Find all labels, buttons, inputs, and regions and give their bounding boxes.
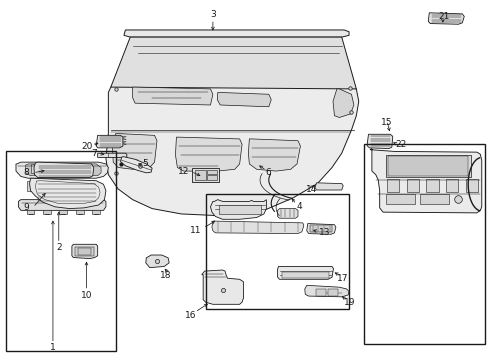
Text: 9: 9	[24, 203, 29, 212]
FancyBboxPatch shape	[465, 179, 477, 192]
Polygon shape	[30, 178, 106, 208]
FancyBboxPatch shape	[426, 179, 438, 192]
Polygon shape	[122, 144, 126, 145]
Polygon shape	[210, 200, 266, 219]
Text: 8: 8	[24, 168, 29, 177]
Polygon shape	[30, 164, 36, 173]
Text: 17: 17	[337, 274, 348, 283]
Polygon shape	[122, 136, 126, 138]
FancyBboxPatch shape	[385, 155, 469, 177]
Polygon shape	[27, 181, 32, 192]
Text: 12: 12	[178, 167, 189, 176]
Polygon shape	[132, 87, 212, 105]
Polygon shape	[277, 208, 297, 218]
Polygon shape	[43, 210, 51, 214]
Text: 18: 18	[159, 271, 171, 280]
FancyBboxPatch shape	[192, 168, 219, 182]
Polygon shape	[201, 270, 243, 304]
Polygon shape	[92, 210, 100, 214]
Text: 5: 5	[142, 159, 147, 168]
Text: 11: 11	[190, 225, 201, 234]
Polygon shape	[304, 285, 348, 297]
Text: 14: 14	[305, 185, 317, 194]
Text: 13: 13	[318, 228, 330, 237]
Text: 22: 22	[395, 140, 406, 149]
FancyBboxPatch shape	[406, 179, 418, 192]
Text: 16: 16	[185, 311, 196, 320]
FancyBboxPatch shape	[387, 157, 467, 176]
FancyBboxPatch shape	[75, 247, 94, 256]
Polygon shape	[327, 289, 337, 296]
FancyBboxPatch shape	[385, 194, 414, 204]
Polygon shape	[120, 157, 152, 173]
Polygon shape	[123, 30, 348, 37]
Polygon shape	[248, 139, 300, 171]
Polygon shape	[145, 255, 169, 267]
Polygon shape	[112, 134, 157, 169]
Text: 19: 19	[343, 298, 355, 307]
Polygon shape	[306, 224, 335, 234]
FancyBboxPatch shape	[309, 225, 331, 232]
Polygon shape	[314, 183, 343, 190]
FancyBboxPatch shape	[419, 194, 448, 204]
FancyBboxPatch shape	[386, 179, 398, 192]
Polygon shape	[76, 210, 83, 214]
Polygon shape	[122, 139, 126, 140]
Polygon shape	[34, 162, 94, 177]
FancyBboxPatch shape	[78, 248, 91, 255]
Text: 2: 2	[56, 243, 61, 252]
Polygon shape	[106, 85, 358, 216]
FancyBboxPatch shape	[206, 175, 216, 180]
Polygon shape	[175, 137, 242, 171]
Polygon shape	[427, 13, 463, 24]
FancyBboxPatch shape	[206, 170, 216, 174]
Text: 3: 3	[209, 10, 215, 19]
Polygon shape	[72, 244, 98, 258]
Text: 6: 6	[264, 168, 270, 177]
Polygon shape	[98, 153, 126, 157]
Polygon shape	[277, 266, 333, 279]
FancyBboxPatch shape	[195, 170, 205, 180]
Polygon shape	[19, 200, 106, 210]
Polygon shape	[332, 89, 353, 117]
FancyBboxPatch shape	[219, 205, 260, 214]
Text: 20: 20	[81, 141, 93, 150]
Text: 10: 10	[81, 291, 92, 300]
Text: 4: 4	[296, 202, 302, 211]
Polygon shape	[26, 164, 101, 176]
Text: 1: 1	[50, 343, 56, 352]
Text: 21: 21	[437, 12, 448, 21]
Polygon shape	[16, 162, 108, 178]
Text: 7: 7	[91, 149, 97, 158]
Polygon shape	[27, 210, 34, 214]
FancyBboxPatch shape	[445, 179, 457, 192]
Polygon shape	[366, 134, 392, 149]
Polygon shape	[211, 221, 303, 234]
Polygon shape	[96, 135, 122, 148]
Polygon shape	[111, 37, 356, 89]
Text: 15: 15	[381, 118, 392, 127]
FancyBboxPatch shape	[282, 272, 328, 278]
Polygon shape	[122, 141, 126, 143]
Polygon shape	[60, 210, 67, 214]
Polygon shape	[217, 93, 271, 107]
Polygon shape	[369, 149, 481, 213]
Polygon shape	[316, 289, 325, 296]
